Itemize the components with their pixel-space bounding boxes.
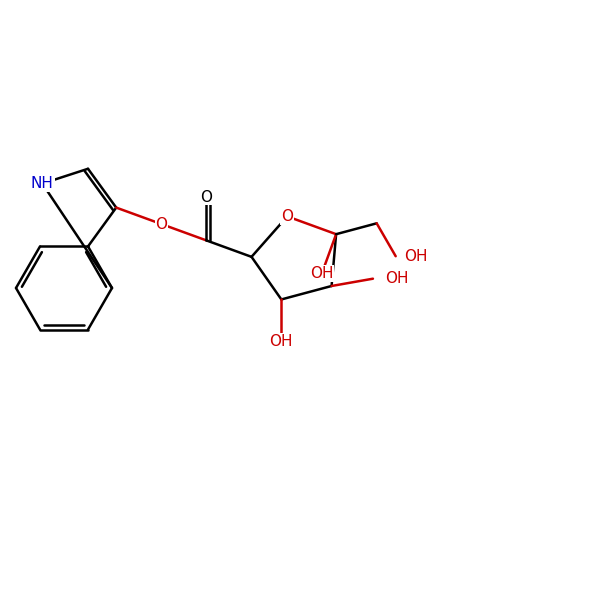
Text: OH: OH bbox=[404, 249, 427, 264]
Text: NH: NH bbox=[31, 176, 54, 191]
Text: O: O bbox=[200, 190, 212, 205]
Text: O: O bbox=[155, 217, 167, 232]
Text: O: O bbox=[281, 209, 293, 224]
Text: OH: OH bbox=[310, 266, 334, 281]
Text: OH: OH bbox=[385, 271, 409, 286]
Text: OH: OH bbox=[269, 334, 293, 349]
